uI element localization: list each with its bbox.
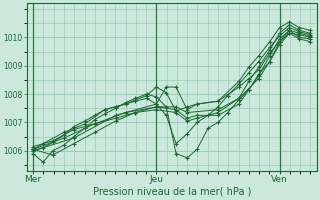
X-axis label: Pression niveau de la mer( hPa ): Pression niveau de la mer( hPa ) [92, 187, 251, 197]
